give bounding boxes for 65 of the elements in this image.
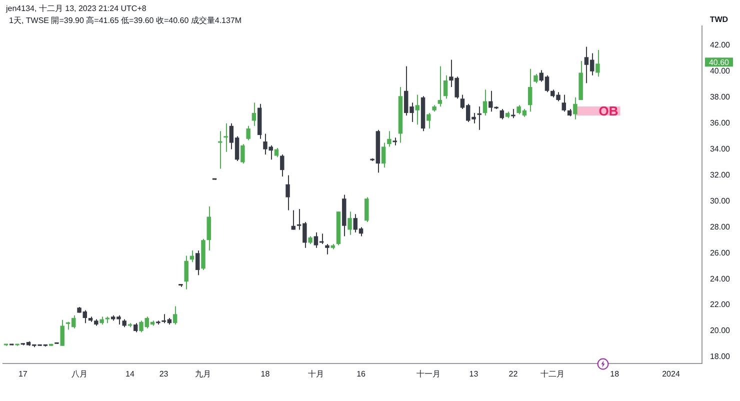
candlestick (426, 112, 431, 130)
y-tick-label: 38.00 (710, 92, 731, 102)
candlestick (562, 94, 566, 112)
y-tick-label: 22.00 (710, 300, 731, 310)
candlestick (224, 122, 228, 152)
x-tick-label: 13 (469, 369, 479, 378)
x-tick-label: 16 (356, 369, 366, 378)
candlestick (573, 96, 578, 120)
candlestick (528, 68, 532, 112)
y-tick-label: 28.00 (710, 222, 731, 232)
candlestick (274, 147, 279, 158)
chart-subtitle: 1天, TWSE 開=39.90 高=41.65 低=39.60 收=40.60 成交量4.137M (9, 15, 242, 26)
y-tick-label: 34.00 (710, 144, 731, 154)
y-axis-title: TWD (710, 15, 728, 24)
candlestick (596, 50, 600, 78)
candlestick (206, 206, 211, 251)
x-tick-label: 17 (18, 369, 28, 378)
x-tick-label: 十月 (308, 369, 324, 378)
candlestick (477, 106, 482, 130)
y-tick-label: 36.00 (710, 118, 731, 128)
x-tick-label: 22 (508, 369, 518, 378)
candlestick (511, 108, 516, 119)
x-tick-label: 18 (610, 369, 620, 378)
x-tick-label: 八月 (71, 369, 88, 378)
y-tick-label: 42.00 (710, 40, 731, 50)
candlestick (190, 250, 194, 263)
candlestick (364, 196, 369, 222)
x-tick-label: 18 (260, 369, 270, 378)
candlestick (246, 125, 250, 141)
candlestick (195, 250, 200, 276)
chart-title: jen4134, 十二月 13, 2023 21:24 UTC+8 (6, 3, 146, 14)
candlestick (240, 144, 245, 164)
y-tick-label: 24.00 (710, 274, 731, 284)
candlestick (500, 108, 504, 120)
candlestick (286, 174, 290, 211)
candlestick (325, 244, 330, 255)
y-tick-label: 40.00 (710, 66, 731, 76)
candlestick (218, 130, 222, 170)
y-tick-label: 20.00 (710, 326, 731, 336)
candlestick (534, 74, 538, 84)
band-label: OB (598, 104, 618, 119)
candlestick (60, 319, 64, 346)
candlestick (443, 74, 448, 100)
candlestick (482, 89, 488, 116)
x-tick-label: 九月 (195, 369, 212, 378)
x-tick-label: 十一月 (416, 369, 441, 378)
x-tick-label: 14 (126, 369, 135, 378)
x-tick-label: 23 (159, 369, 169, 378)
y-tick-label: 18.00 (710, 352, 731, 362)
candlestick (280, 154, 284, 178)
candlestick (252, 102, 256, 126)
candlestick (415, 94, 420, 126)
y-tick-label: 30.00 (710, 196, 731, 206)
candlestick (172, 306, 178, 325)
x-tick-label: 十二月 (540, 369, 565, 378)
candlestick (438, 66, 442, 107)
annotation: 40.60 (708, 58, 730, 67)
candlestick (134, 322, 138, 333)
candlestick (184, 255, 188, 290)
y-tick-label: 32.00 (710, 170, 731, 180)
candlestick (387, 130, 392, 148)
y-tick-label: 26.00 (710, 248, 731, 258)
candlestick (381, 142, 386, 168)
candlestick (348, 211, 352, 236)
x-tick-label: 2024 (662, 369, 680, 378)
